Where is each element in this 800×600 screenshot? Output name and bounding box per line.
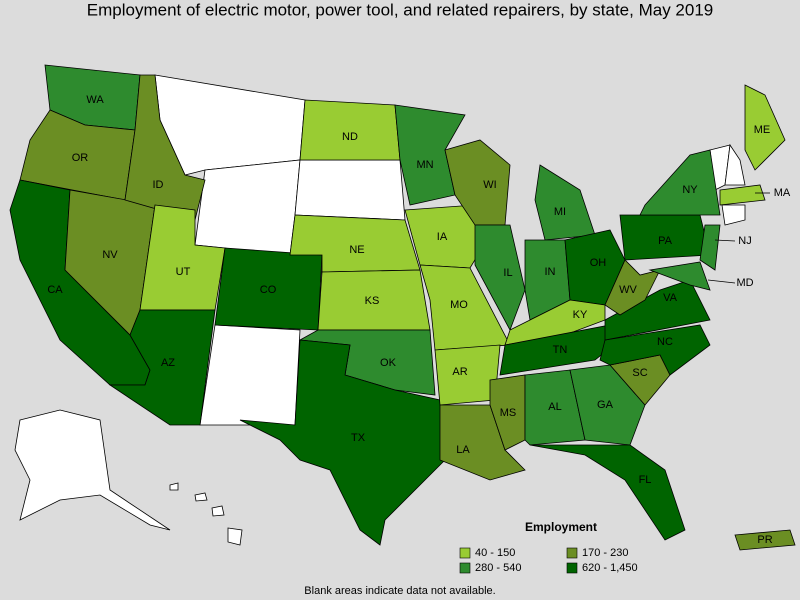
leader-line bbox=[714, 239, 736, 242]
state bbox=[529, 444, 686, 541]
legend-label: 620 - 1,450 bbox=[582, 562, 638, 574]
state bbox=[648, 261, 711, 291]
state-label: LA bbox=[456, 444, 470, 456]
state-label: CA bbox=[47, 284, 63, 296]
blank-states bbox=[14, 74, 746, 546]
state bbox=[734, 529, 796, 551]
footnote: Blank areas indicate data not available. bbox=[304, 585, 495, 597]
legend-title: Employment bbox=[525, 520, 597, 534]
state-label: ME bbox=[754, 124, 771, 136]
state bbox=[719, 184, 766, 206]
state-label: WV bbox=[619, 284, 637, 296]
map-title: Employment of electric motor, power tool… bbox=[87, 0, 713, 19]
state-label: OR bbox=[72, 152, 89, 164]
state-label: NE bbox=[349, 244, 364, 256]
blank-state bbox=[194, 492, 208, 502]
blank-state bbox=[211, 505, 225, 517]
state-label: TN bbox=[553, 344, 568, 356]
leader-line bbox=[707, 279, 736, 284]
leaders bbox=[707, 192, 770, 284]
legend-label: 170 - 230 bbox=[582, 547, 628, 559]
state-label: AZ bbox=[161, 357, 175, 369]
blank-state bbox=[199, 324, 301, 426]
state-label: UT bbox=[176, 266, 191, 278]
state bbox=[489, 374, 526, 451]
blank-state bbox=[227, 527, 243, 546]
state-label: PR bbox=[757, 534, 772, 546]
state-label: CO bbox=[260, 284, 277, 296]
state-label: MN bbox=[416, 159, 433, 171]
legend: Employment 40 - 150 170 - 230 280 - 540 620… bbox=[459, 520, 638, 574]
state-label: MS bbox=[500, 407, 517, 419]
state bbox=[124, 74, 206, 221]
state-label: IL bbox=[503, 267, 512, 279]
state-label: NJ bbox=[738, 235, 751, 247]
state-label: ID bbox=[153, 179, 164, 191]
state-label: KS bbox=[365, 295, 380, 307]
state-label: MD bbox=[736, 277, 753, 289]
state-label: WA bbox=[86, 94, 104, 106]
state-label: GA bbox=[597, 399, 614, 411]
blank-state bbox=[194, 159, 301, 256]
state-label: MA bbox=[774, 187, 791, 199]
state bbox=[699, 224, 721, 271]
blank-state bbox=[169, 482, 179, 491]
states: WA OR CA NV ID UT AZ CO ND NE KS OK TX MN IA MO AR LA WI IL… bbox=[9, 64, 796, 551]
state bbox=[524, 369, 586, 446]
state-label: NY bbox=[682, 184, 698, 196]
state-label: MO bbox=[450, 299, 468, 311]
state-label: OH bbox=[590, 257, 607, 269]
state-label: MI bbox=[554, 206, 566, 218]
state-label: PA bbox=[658, 235, 673, 247]
state-label: NC bbox=[657, 336, 673, 348]
state-label: NV bbox=[102, 249, 118, 261]
state bbox=[639, 149, 721, 216]
state bbox=[108, 309, 216, 426]
legend-swatch bbox=[566, 562, 578, 574]
state bbox=[474, 224, 526, 331]
state-label: ND bbox=[342, 131, 358, 143]
state-label: WI bbox=[483, 179, 496, 191]
state-label: KY bbox=[573, 309, 588, 321]
legend-swatch bbox=[459, 562, 471, 574]
blank-state bbox=[721, 204, 746, 226]
state bbox=[744, 84, 786, 171]
legend-swatch bbox=[566, 547, 578, 559]
state-label: OK bbox=[380, 357, 397, 369]
state bbox=[599, 324, 711, 376]
legend-label: 40 - 150 bbox=[475, 547, 515, 559]
blank-state bbox=[724, 143, 746, 186]
state-label: IN bbox=[545, 266, 556, 278]
state bbox=[569, 364, 646, 446]
state bbox=[534, 164, 596, 241]
state-label: FL bbox=[639, 474, 652, 486]
state bbox=[239, 339, 446, 546]
blank-state bbox=[294, 159, 406, 221]
state-label: TX bbox=[351, 432, 366, 444]
state-label: AR bbox=[452, 366, 467, 378]
legend-label: 280 - 540 bbox=[475, 562, 521, 574]
state-label: IA bbox=[437, 231, 448, 243]
state-label: VA bbox=[663, 292, 678, 304]
legend-swatch bbox=[459, 547, 471, 559]
state bbox=[604, 279, 711, 341]
blank-state bbox=[14, 409, 171, 531]
state-label: AL bbox=[548, 401, 561, 413]
state-label: SC bbox=[632, 367, 647, 379]
